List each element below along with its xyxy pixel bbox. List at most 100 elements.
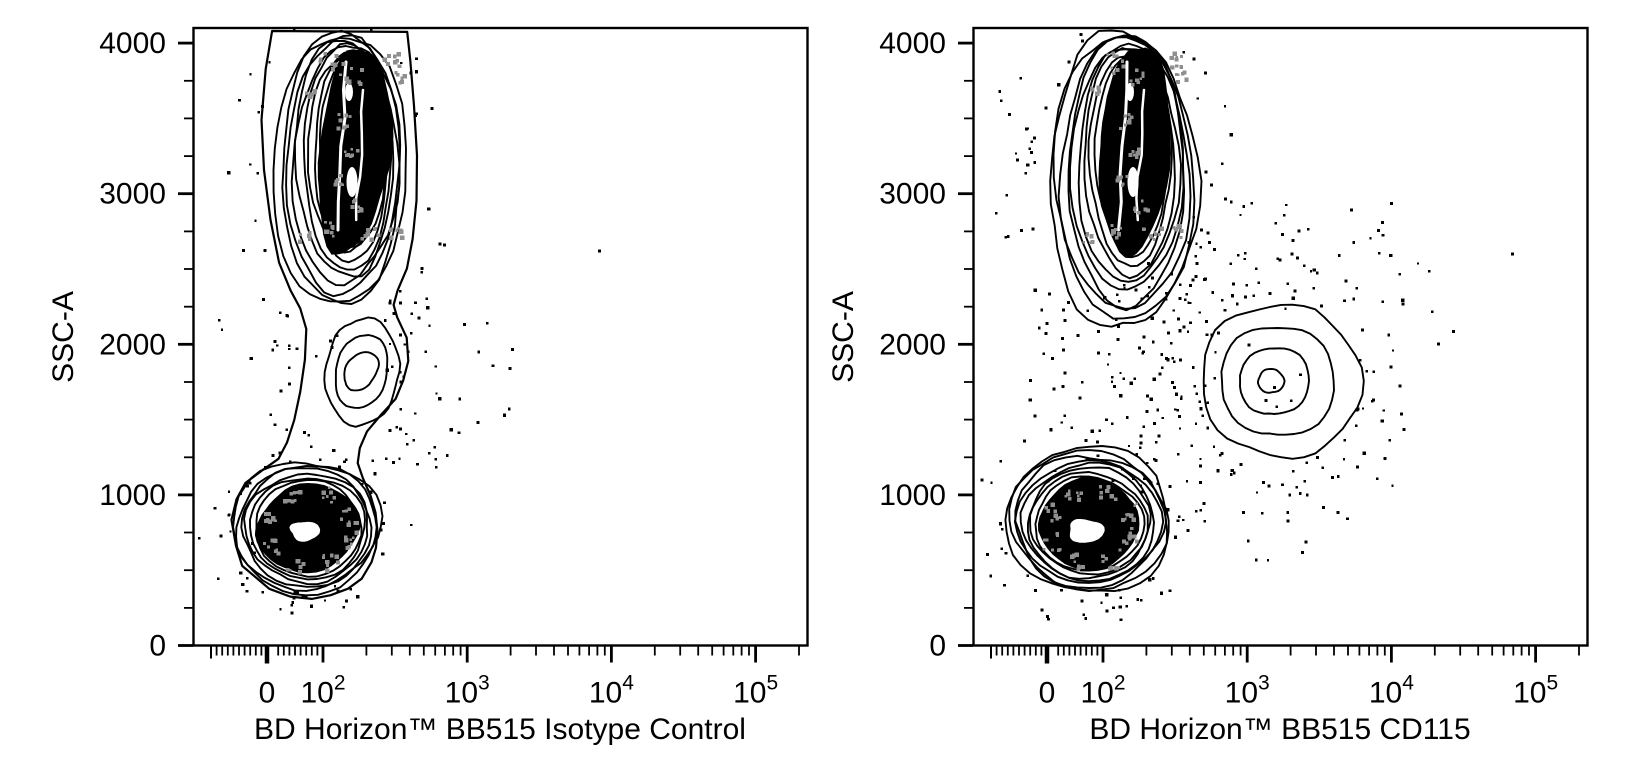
- scatter-dot: [309, 445, 313, 448]
- gray-speckle: [1089, 241, 1092, 244]
- scatter-dot: [1336, 475, 1340, 478]
- scatter-dot: [1004, 236, 1007, 239]
- scatter-dot: [1119, 371, 1122, 375]
- scatter-dot: [315, 355, 318, 358]
- scatter-dot: [254, 219, 257, 223]
- scatter-dot: [238, 99, 241, 102]
- scatter-dot: [1145, 409, 1149, 413]
- scatter-dot: [414, 412, 417, 415]
- scatter-dot: [1110, 422, 1114, 426]
- scatter-dot: [1127, 444, 1131, 448]
- gray-speckle: [395, 228, 399, 232]
- scatter-dot: [1150, 276, 1154, 280]
- scatter-dot: [1151, 577, 1155, 580]
- plot-content: [198, 29, 602, 615]
- scatter-dot: [1217, 331, 1221, 335]
- scatter-dot: [249, 73, 252, 76]
- gray-speckle: [1095, 91, 1100, 96]
- scatter-dot: [1200, 228, 1203, 232]
- scatter-dot: [1356, 465, 1360, 469]
- scatter-dot: [336, 334, 339, 338]
- scatter-dot: [420, 270, 423, 274]
- y-tick-label: 0: [149, 630, 166, 663]
- scatter-dot: [287, 344, 291, 347]
- scatter-dot: [273, 423, 277, 426]
- gray-speckle: [323, 52, 327, 56]
- scatter-dot: [1025, 127, 1028, 131]
- scatter-dot: [1125, 416, 1129, 419]
- gray-speckle: [1136, 210, 1141, 215]
- scatter-dot: [1375, 477, 1379, 481]
- gray-speckle: [341, 183, 344, 187]
- scatter-dot: [1220, 298, 1224, 302]
- gray-speckle: [1169, 55, 1174, 60]
- gray-speckle: [1132, 534, 1137, 539]
- scatter-dot: [1205, 319, 1208, 323]
- gray-speckle: [1096, 89, 1102, 94]
- scatter-dot: [1096, 454, 1100, 458]
- scatter-dot: [1060, 421, 1063, 424]
- scatter-dot: [1402, 427, 1406, 431]
- gray-speckle: [1085, 232, 1089, 236]
- scatter-dot: [1088, 506, 1092, 509]
- gray-speckle: [262, 542, 266, 546]
- scatter-dot: [1401, 302, 1405, 306]
- scatter-dots: [198, 29, 602, 615]
- scatter-dot: [303, 431, 306, 434]
- scatter-dot: [1283, 214, 1286, 217]
- gray-speckle: [308, 237, 312, 241]
- scatter-dot: [361, 482, 364, 486]
- gray-speckle: [273, 549, 277, 553]
- scatter-dot: [445, 454, 449, 457]
- scatter-dot: [1193, 385, 1196, 388]
- scatter-dot: [1148, 286, 1151, 289]
- gray-speckle: [366, 227, 371, 232]
- gray-speckle: [344, 535, 348, 539]
- gray-speckle: [1131, 83, 1135, 87]
- scatter-dot: [1097, 351, 1101, 355]
- scatter-dot: [986, 552, 990, 556]
- scatter-dot: [1152, 422, 1156, 426]
- contour-ring: [272, 37, 407, 303]
- gray-speckle: [329, 553, 334, 558]
- scatter-dot: [369, 490, 373, 494]
- x-tick-label: 102: [300, 672, 345, 710]
- gray-speckle: [283, 499, 288, 504]
- scatter-dot: [1195, 242, 1198, 245]
- core-white-gap: [346, 167, 358, 197]
- scatter-dot: [1105, 609, 1109, 613]
- core-white-streak: [1135, 88, 1146, 222]
- gray-speckle: [1133, 208, 1136, 212]
- gray-speckle: [325, 560, 330, 565]
- scatter-dot: [279, 311, 282, 314]
- gray-speckle: [1128, 152, 1133, 157]
- scatter-dot: [995, 212, 998, 215]
- scatter-dot: [285, 313, 289, 317]
- scatter-dot: [1346, 517, 1349, 521]
- scatter-dot: [380, 522, 384, 525]
- scatter-dot: [257, 111, 260, 114]
- scatter-dot: [1286, 282, 1289, 285]
- scatter-dot: [406, 442, 409, 446]
- gray-speckle: [330, 62, 335, 66]
- scatter-dot: [1229, 133, 1233, 137]
- gray-speckle: [1110, 233, 1114, 236]
- scatter-dot: [1305, 461, 1308, 464]
- scatter-dot: [227, 171, 231, 175]
- contour-ring: [235, 464, 378, 592]
- scatter-dot: [1063, 414, 1066, 417]
- scatter-dot: [463, 323, 467, 327]
- contour-ring: [1008, 449, 1170, 593]
- scatter-dot: [1213, 445, 1216, 448]
- gray-speckle: [402, 74, 407, 79]
- gray-speckle: [351, 199, 356, 204]
- scatter-dot: [1042, 352, 1045, 356]
- scatter-dot: [1391, 484, 1394, 487]
- scatter-dot: [1431, 310, 1434, 313]
- scatter-dot: [1192, 57, 1196, 61]
- gray-speckle: [355, 521, 360, 525]
- scatter-dot: [345, 599, 348, 603]
- scatter-dot: [1123, 284, 1126, 287]
- gray-speckle: [347, 520, 351, 524]
- scatter-dot: [1113, 385, 1116, 389]
